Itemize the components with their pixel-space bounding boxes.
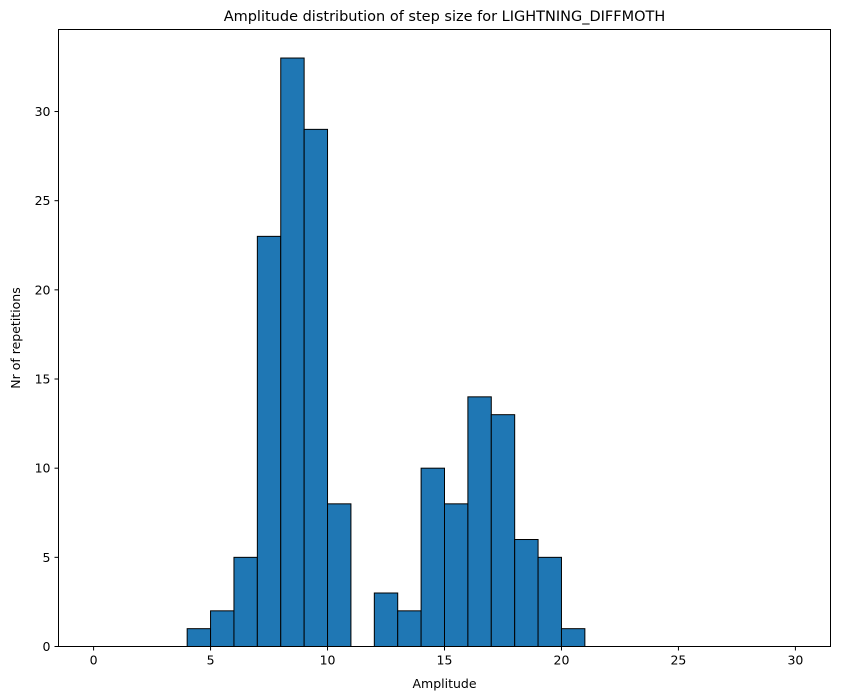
x-tick-label: 25 <box>670 653 686 668</box>
histogram-bar-13 <box>514 539 539 648</box>
y-tick-label: 10 <box>35 461 51 476</box>
y-tick-label: 15 <box>35 372 51 387</box>
histogram-bar-0 <box>186 628 212 647</box>
y-tick-label: 5 <box>43 550 51 565</box>
histogram-bar-9 <box>420 467 445 647</box>
histogram-bar-14 <box>537 556 562 647</box>
x-tick-label: 5 <box>207 653 215 668</box>
histogram-bar-11 <box>467 396 492 648</box>
histogram-bar-1 <box>210 610 235 648</box>
y-tick-label: 20 <box>35 282 51 297</box>
x-axis-label: Amplitude <box>412 676 476 691</box>
histogram-bar-15 <box>560 628 586 647</box>
y-axis-label: Nr of repetitions <box>8 287 23 389</box>
histogram-bar-10 <box>444 503 469 647</box>
y-tick-label: 30 <box>35 104 51 119</box>
x-tick-label: 10 <box>320 653 336 668</box>
histogram-bar-5 <box>303 128 329 647</box>
x-tick-label: 15 <box>437 653 453 668</box>
chart-title: Amplitude distribution of step size for … <box>224 9 666 25</box>
x-tick-label: 20 <box>554 653 570 668</box>
histogram-bar-6 <box>327 503 352 647</box>
histogram-bar-7 <box>373 592 399 647</box>
y-tick-label: 0 <box>43 639 51 654</box>
histogram-bar-12 <box>490 414 516 648</box>
x-axis-ticks: 0 5 10 15 20 25 30 <box>90 646 803 668</box>
histogram-bar-2 <box>233 556 258 647</box>
histogram-bar-3 <box>256 235 282 647</box>
histogram-bar-4 <box>280 57 305 647</box>
x-tick-label: 0 <box>90 653 98 668</box>
x-tick-label: 30 <box>787 653 803 668</box>
bars-group <box>186 57 586 648</box>
y-tick-label: 25 <box>35 193 51 208</box>
histogram-bar-8 <box>397 610 422 648</box>
y-axis-ticks: 0 5 10 15 20 25 30 <box>35 104 59 654</box>
